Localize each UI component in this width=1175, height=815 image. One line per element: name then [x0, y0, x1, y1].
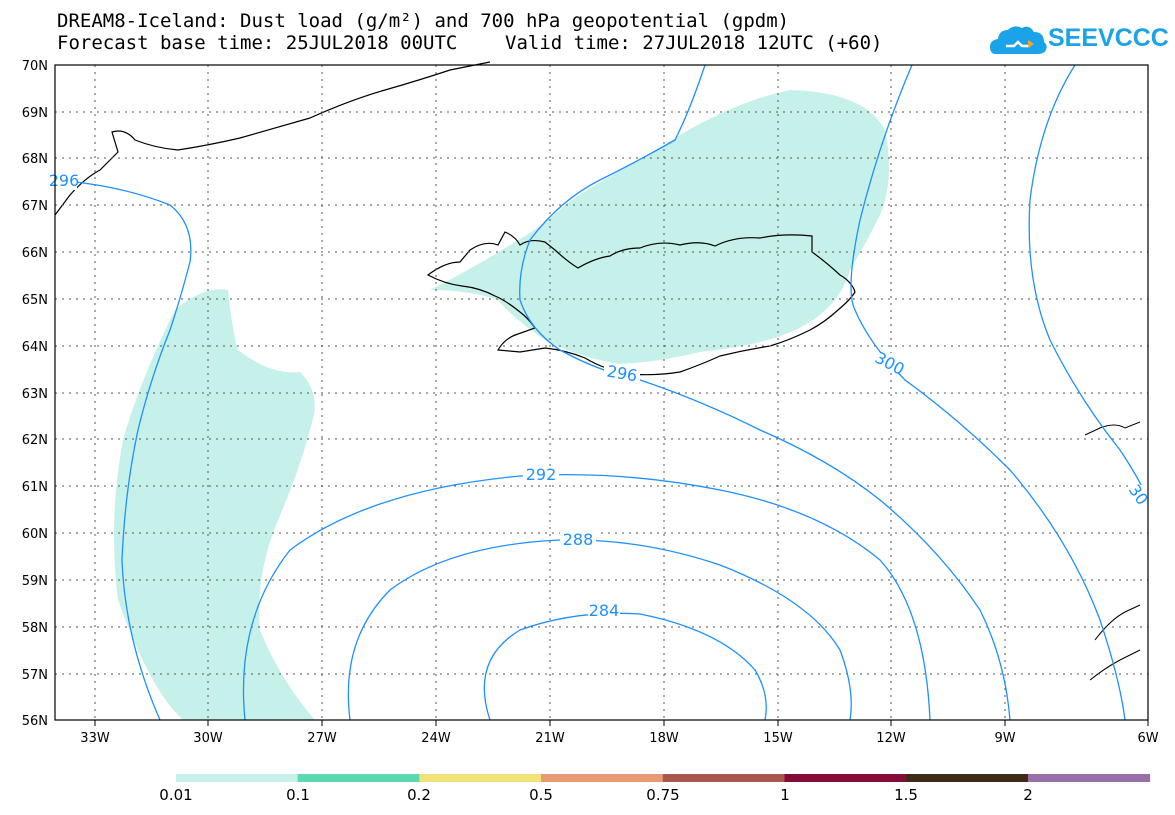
- colorbar-segment: [176, 774, 299, 782]
- lat-tick-label: 59N: [22, 574, 48, 589]
- contour-label: 292: [526, 465, 557, 484]
- colorbar-label: 1: [780, 786, 790, 804]
- norway-coastline: [1084, 421, 1141, 681]
- contour-284: [483, 612, 767, 721]
- lon-tick-label: 12W: [876, 731, 906, 746]
- greenland-coastline: [54, 61, 491, 216]
- contour-304: [1028, 64, 1149, 501]
- contour-label: 296: [49, 171, 80, 190]
- colorbar-segment: [662, 774, 785, 782]
- forecast-base-time: Forecast base time: 25JUL2018 00UTC: [57, 32, 458, 54]
- valid-time: Valid time: 27JUL2018 12UTC (+60): [505, 32, 883, 54]
- contour-labels: 284 288 292 296 296 300 30: [49, 171, 1152, 620]
- lon-tick-label: 15W: [763, 731, 793, 746]
- lat-tick-label: 60N: [22, 527, 48, 542]
- colorbar-label: 1.5: [894, 786, 918, 804]
- geopotential-contours: [54, 64, 1149, 721]
- lon-tick-label: 21W: [535, 731, 565, 746]
- colorbar-label: 0.5: [529, 786, 553, 804]
- colorbar-segment: [297, 774, 420, 782]
- contour-300: [850, 64, 1126, 721]
- lat-tick-label: 56N: [22, 714, 48, 729]
- colorbar-segment: [419, 774, 542, 782]
- lat-tick-label: 58N: [22, 621, 48, 636]
- lon-tick-label: 6W: [1137, 731, 1158, 746]
- contour-label: 288: [563, 530, 594, 549]
- lon-tick-label: 18W: [649, 731, 679, 746]
- iceland-coastline: [426, 231, 856, 376]
- lat-tick-label: 67N: [22, 199, 48, 214]
- colorbar-segment: [1027, 774, 1151, 782]
- longitude-labels: 33W 30W 27W 24W 21W 18W 15W 12W 9W 6W: [80, 731, 1158, 746]
- dust-load-fill: [114, 90, 889, 720]
- axis-ticks: [94, 720, 1149, 726]
- contour-label: 300: [872, 348, 908, 379]
- lat-tick-label: 68N: [22, 152, 48, 167]
- seevccc-logo: SEEVCCC: [1048, 24, 1169, 52]
- colorbar-label: 2: [1023, 786, 1033, 804]
- lat-tick-label: 63N: [22, 387, 48, 402]
- contour-292: [242, 473, 931, 721]
- lat-tick-label: 64N: [22, 340, 48, 355]
- colorbar-label: 0.2: [407, 786, 431, 804]
- cloud-icon: [990, 26, 1047, 54]
- graticule: [55, 65, 1148, 720]
- contour-label: 284: [589, 601, 620, 620]
- lon-tick-label: 30W: [193, 731, 223, 746]
- lat-tick-label: 69N: [22, 106, 48, 121]
- contour-288: [347, 539, 852, 721]
- colorbar-segment: [541, 774, 664, 782]
- lon-tick-label: 24W: [421, 731, 451, 746]
- lon-tick-label: 27W: [307, 731, 337, 746]
- lat-tick-label: 70N: [22, 59, 48, 74]
- lat-tick-label: 62N: [22, 433, 48, 448]
- colorbar: [176, 774, 1151, 782]
- colorbar-label: 0.1: [286, 786, 310, 804]
- contour-296-east: [519, 64, 1011, 721]
- dust-region-west: [114, 289, 315, 720]
- colorbar-segment: [784, 774, 907, 782]
- map-title: DREAM8-Iceland: Dust load (g/m²) and 700…: [57, 10, 790, 32]
- lon-tick-label: 33W: [80, 731, 110, 746]
- lat-tick-label: 66N: [22, 246, 48, 261]
- dust-region-north: [430, 90, 889, 364]
- latitude-labels: 56N 57N 58N 59N 60N 61N 62N 63N 64N 65N …: [22, 59, 48, 729]
- colorbar-label: 0.75: [646, 786, 680, 804]
- lat-tick-label: 57N: [22, 668, 48, 683]
- colorbar-segment: [906, 774, 1029, 782]
- contour-296: [54, 179, 192, 721]
- colorbar-label: 0.01: [159, 786, 193, 804]
- lat-tick-label: 65N: [22, 293, 48, 308]
- lon-tick-label: 9W: [994, 731, 1015, 746]
- lat-tick-label: 61N: [22, 480, 48, 495]
- map-frame: [54, 64, 1149, 721]
